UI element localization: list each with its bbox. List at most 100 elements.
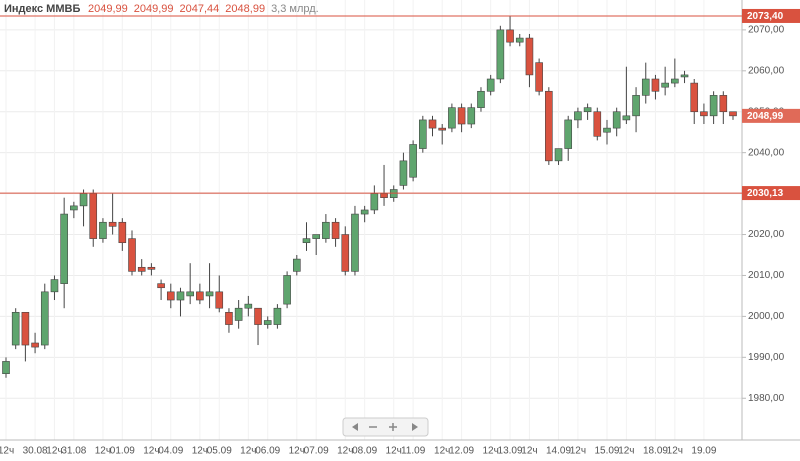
y-tick-label: 2070,00 (748, 25, 785, 36)
candle-body (60, 213, 68, 284)
header-values: 2049,99 2049,99 2047,44 2048,99 3,3 млрд. (88, 3, 319, 15)
candle-body (661, 82, 669, 88)
candle-body (128, 238, 136, 272)
y-tick-label: 2020,00 (748, 229, 785, 240)
candle-body (525, 37, 534, 76)
x-tick-label: 12ч (618, 446, 634, 457)
candle-body (50, 279, 59, 293)
zoom-in[interactable] (389, 423, 397, 431)
candle-body (583, 107, 592, 113)
x-tick-label: 12ч (192, 446, 208, 457)
x-tick-label: 05.09 (207, 446, 232, 457)
candle-body (312, 234, 320, 239)
candle-body (99, 221, 107, 239)
x-tick-label: 12ч (143, 446, 159, 457)
volume: 3,3 млрд. (271, 3, 319, 15)
candle-body (448, 107, 456, 129)
candle-body (2, 361, 10, 374)
candle-body (680, 74, 689, 78)
candle-body (671, 78, 679, 84)
x-tick-label: 12ч (289, 446, 305, 457)
candle-body (419, 119, 427, 149)
last-price-box (742, 108, 800, 123)
x-tick-label: 31.08 (61, 446, 86, 457)
scroll-control (342, 417, 429, 437)
y-tick-label: 2010,00 (748, 270, 785, 281)
candle-body (651, 78, 660, 92)
y-tick-label: 1980,00 (748, 393, 785, 404)
candle-body (457, 107, 466, 125)
candle-body (118, 221, 127, 244)
x-tick-label: 12ч (240, 446, 256, 457)
candle-body (40, 291, 49, 346)
candle-body (351, 213, 359, 272)
candle-body (467, 107, 476, 125)
candle-body (89, 193, 98, 239)
level-label: 2073,40 (747, 11, 784, 22)
candle-body (108, 221, 117, 227)
x-tick-label: 12ч (386, 446, 402, 457)
candle-body (545, 90, 553, 162)
candle-body (11, 311, 20, 346)
x-tick-label: 11.09 (401, 446, 426, 457)
scroll-frame (342, 417, 429, 437)
candle-body (147, 266, 156, 270)
x-tick-label: 12ч (667, 446, 683, 457)
scroll-right[interactable] (412, 423, 418, 431)
header-value: 2049,99 (134, 3, 174, 15)
x-tick-label: 04.09 (158, 446, 183, 457)
candle-body (196, 291, 204, 301)
candle-body (409, 144, 417, 178)
candle-body (273, 307, 282, 325)
x-tick-label: 12ч (521, 446, 537, 457)
level-label: 2030,13 (747, 188, 784, 199)
x-tick-label: 12ч (0, 446, 14, 457)
x-tick-label: 06.09 (255, 446, 280, 457)
candle-body (322, 221, 330, 239)
y-tick-label: 2040,00 (748, 147, 785, 158)
candle-body (603, 127, 611, 133)
x-tick-label: 18.09 (643, 446, 668, 457)
candle-body (79, 193, 88, 207)
header-value: 2047,44 (180, 3, 220, 15)
candle-body (593, 111, 602, 137)
x-tick-label: 19.09 (691, 446, 716, 457)
candle-body (205, 291, 214, 297)
header-value: 2049,99 (88, 3, 128, 15)
candle-body (428, 119, 437, 129)
scroll-left[interactable] (352, 423, 358, 431)
candle-body (574, 111, 582, 121)
candle-body (70, 205, 78, 211)
candle-body (341, 234, 350, 272)
candle-body (622, 115, 631, 121)
last-price-label: 2048,99 (747, 111, 784, 122)
x-tick-label: 14.09 (546, 446, 571, 457)
candle-body (612, 111, 621, 129)
candle-body (709, 95, 718, 117)
candle-body (244, 303, 253, 309)
candle-body (641, 78, 650, 96)
x-tick-label: 12ч (95, 446, 111, 457)
candle-body (632, 95, 640, 117)
x-tick-label: 12ч (337, 446, 353, 457)
candle-body (399, 160, 408, 186)
y-tick-label: 1990,00 (748, 352, 785, 363)
candle-body (137, 266, 146, 272)
candle-body (554, 148, 563, 162)
x-tick-label: 07.09 (304, 446, 329, 457)
candle-body (515, 37, 524, 43)
candle-body (31, 342, 39, 348)
candle-body (564, 119, 573, 149)
y-tick-label: 2000,00 (748, 311, 785, 322)
candle-body (486, 78, 495, 92)
x-tick-label: 30.08 (23, 446, 48, 457)
x-tick-label: 08.09 (352, 446, 377, 457)
candle-body (234, 307, 243, 321)
candle-body (700, 111, 708, 117)
candle-body (438, 127, 447, 131)
candle-body (380, 193, 388, 198)
candle-body (166, 291, 175, 301)
x-tick-label: 12ч (482, 446, 498, 457)
